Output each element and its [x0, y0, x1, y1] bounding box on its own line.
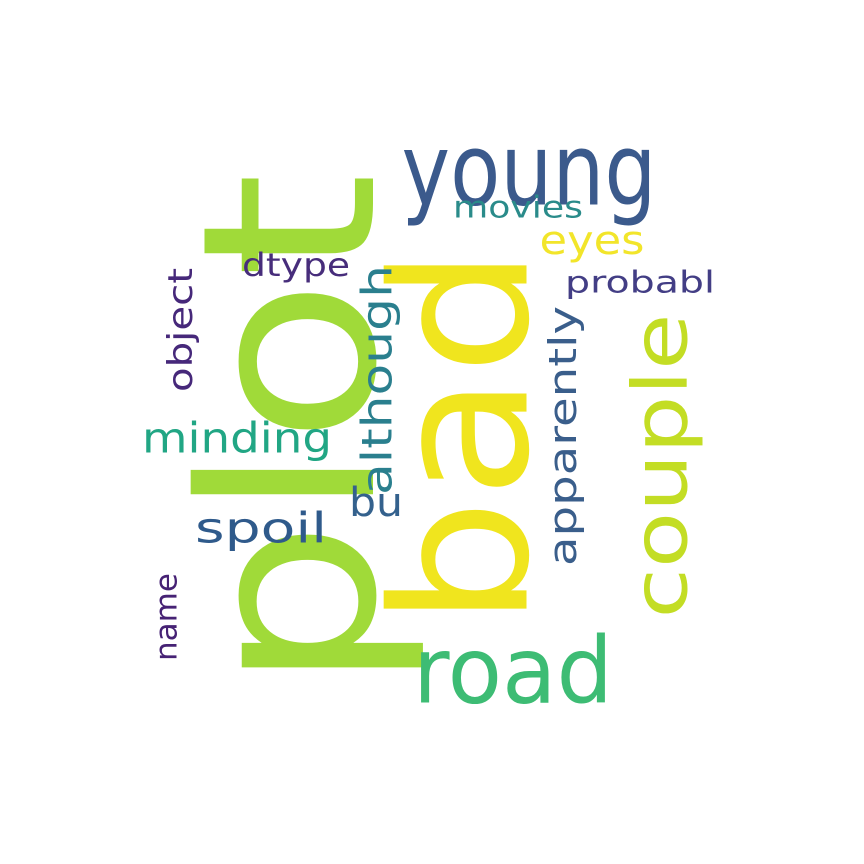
- word-eyes: eyes: [540, 218, 645, 264]
- word-minding: minding: [142, 414, 332, 463]
- word-plot: plot: [150, 172, 430, 692]
- word-bad: bad: [353, 247, 572, 627]
- word-apparently: apparently: [541, 306, 585, 566]
- word-spoil: spoil: [195, 504, 327, 553]
- word-probabl: probabl: [565, 266, 715, 301]
- word-object: object: [161, 268, 201, 392]
- word-dtype: dtype: [242, 246, 350, 284]
- word-young: young: [402, 112, 657, 229]
- word-movies: movies: [453, 191, 583, 226]
- word-road: road: [413, 618, 613, 725]
- word-although: although: [353, 265, 402, 495]
- word-bu: bu: [349, 480, 403, 526]
- word-name: name: [150, 573, 185, 661]
- word-couple: couple: [616, 314, 705, 619]
